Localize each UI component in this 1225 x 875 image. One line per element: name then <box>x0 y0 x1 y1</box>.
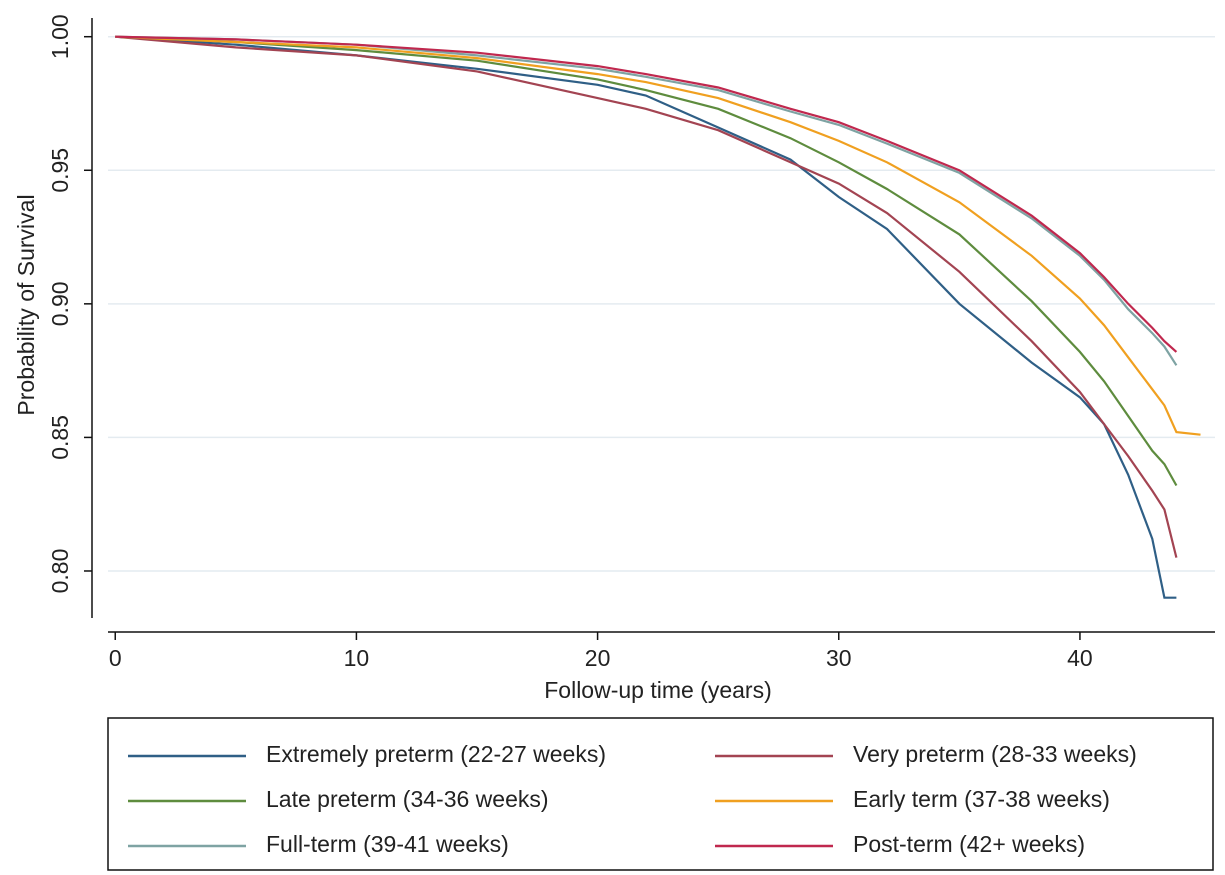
x-tick-label: 10 <box>344 645 370 671</box>
x-tick-label: 0 <box>109 645 122 671</box>
x-tick-label: 40 <box>1067 645 1093 671</box>
y-tick-label: 0.85 <box>47 415 73 460</box>
y-tick-label: 0.95 <box>47 148 73 193</box>
survival-line <box>115 35 1178 366</box>
legend-label: Post-term (42+ weeks) <box>853 831 1085 857</box>
survival-line <box>115 35 1178 558</box>
x-tick-label: 20 <box>585 645 611 671</box>
survival-line <box>115 35 1201 436</box>
legend-label: Late preterm (34-36 weeks) <box>266 786 549 812</box>
legend-label: Early term (37-38 weeks) <box>853 786 1110 812</box>
survival-line <box>115 35 1178 487</box>
x-axis-label: Follow-up time (years) <box>544 677 772 703</box>
legend-label: Full-term (39-41 weeks) <box>266 831 509 857</box>
survival-line <box>115 35 1177 599</box>
survival-line <box>115 35 1178 353</box>
legend-label: Extremely preterm (22-27 weeks) <box>266 741 606 767</box>
legend-label: Very preterm (28-33 weeks) <box>853 741 1137 767</box>
y-tick-label: 1.00 <box>47 14 73 59</box>
y-tick-label: 0.90 <box>47 281 73 326</box>
y-tick-label: 0.80 <box>47 549 73 594</box>
x-tick-label: 30 <box>826 645 852 671</box>
legend-box <box>107 717 1214 871</box>
y-axis-label: Probability of Survival <box>13 194 39 415</box>
